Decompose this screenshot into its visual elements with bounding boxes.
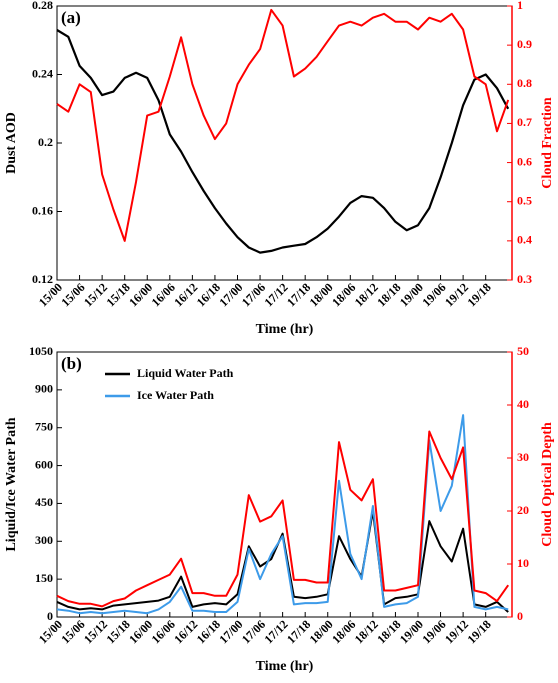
y2-tick-label: 30: [517, 450, 529, 464]
y-axis-label: Dust AOD: [4, 112, 19, 174]
x-tick-label: 19/00: [397, 617, 426, 646]
panel-label: (b): [61, 354, 82, 373]
x-tick-label: 17/12: [261, 617, 290, 646]
y-tick-label: 300: [35, 533, 53, 547]
y2-tick-label: 50: [517, 344, 529, 358]
x-tick-label: 15/18: [104, 280, 133, 309]
x-tick-label: 15/18: [104, 617, 133, 646]
x-tick-label: 17/18: [284, 280, 313, 309]
y-tick-label: 0.24: [32, 66, 53, 80]
x-tick-label: 17/00: [216, 280, 245, 309]
x-tick-label: 18/18: [374, 617, 403, 646]
data-line: [56, 29, 510, 254]
x-tick-label: 19/18: [465, 280, 494, 309]
y2-tick-label: 0: [517, 609, 523, 623]
x-tick-label: 18/18: [374, 280, 403, 309]
y2-tick-label: 0.9: [517, 37, 532, 51]
y-tick-label: 750: [35, 419, 53, 433]
x-tick-label: 19/06: [419, 617, 448, 646]
x-tick-label: 17/18: [284, 617, 313, 646]
y2-axis-label: Cloud Optical Depth: [540, 422, 555, 547]
y-tick-label: 150: [35, 571, 53, 585]
x-tick-label: 16/18: [194, 617, 223, 646]
x-tick-label: 15/06: [58, 617, 87, 646]
data-line: [56, 430, 510, 608]
y2-tick-label: 0.3: [517, 272, 532, 286]
y-tick-label: 0.12: [32, 272, 53, 286]
y-tick-label: 0.2: [38, 135, 53, 149]
legend-label: Liquid Water Path: [137, 366, 234, 380]
y2-tick-label: 40: [517, 397, 529, 411]
x-tick-label: 19/12: [442, 280, 471, 309]
x-tick-label: 16/06: [149, 280, 178, 309]
y2-tick-label: 20: [517, 503, 529, 517]
y2-tick-label: 10: [517, 556, 529, 570]
data-line: [56, 8, 510, 242]
x-tick-label: 15/12: [81, 617, 110, 646]
panel-label: (a): [61, 8, 81, 27]
x-tick-label: 16/12: [171, 617, 200, 646]
x-tick-label: 18/06: [329, 617, 358, 646]
y2-tick-label: 0.7: [517, 115, 532, 129]
y2-axis-label: Cloud Fraction: [540, 97, 555, 189]
y2-tick-label: 0.5: [517, 193, 532, 207]
x-tick-label: 15/00: [36, 617, 65, 646]
x-tick-label: 19/00: [397, 280, 426, 309]
y-tick-label: 900: [35, 382, 53, 396]
y-tick-label: 0.16: [32, 203, 53, 217]
x-tick-label: 16/18: [194, 280, 223, 309]
y-tick-label: 450: [35, 495, 53, 509]
x-tick-label: 19/18: [465, 617, 494, 646]
x-tick-label: 16/00: [126, 280, 155, 309]
x-tick-label: 17/00: [216, 617, 245, 646]
x-tick-label: 18/00: [307, 617, 336, 646]
y-tick-label: 0.28: [32, 0, 53, 12]
x-tick-label: 18/00: [307, 280, 336, 309]
x-axis-label: Time (hr): [256, 322, 314, 337]
x-axis-label: Time (hr): [256, 659, 314, 674]
y-axis-label: Liquid/Ice Water Path: [4, 417, 19, 551]
x-tick-label: 18/12: [352, 617, 381, 646]
x-tick-label: 17/06: [239, 617, 268, 646]
x-tick-label: 17/12: [261, 280, 290, 309]
y2-tick-label: 1: [517, 0, 523, 12]
x-tick-label: 16/00: [126, 617, 155, 646]
y-tick-label: 600: [35, 457, 53, 471]
x-tick-label: 16/12: [171, 280, 200, 309]
x-tick-label: 15/06: [58, 280, 87, 309]
x-tick-label: 18/12: [352, 280, 381, 309]
y2-tick-label: 0.6: [517, 154, 532, 168]
legend-label: Ice Water Path: [137, 388, 214, 402]
x-tick-label: 15/12: [81, 280, 110, 309]
y2-tick-label: 0.4: [517, 233, 532, 247]
y2-tick-label: 0.8: [517, 76, 532, 90]
x-tick-label: 19/12: [442, 617, 471, 646]
plot-frame: [56, 351, 513, 618]
x-tick-label: 19/06: [419, 280, 448, 309]
y-tick-label: 0: [47, 609, 53, 623]
data-line: [56, 414, 509, 615]
data-line: [56, 510, 509, 613]
x-tick-label: 16/06: [149, 617, 178, 646]
x-tick-label: 17/06: [239, 280, 268, 309]
x-tick-label: 18/06: [329, 280, 358, 309]
y-tick-label: 1050: [29, 344, 53, 358]
